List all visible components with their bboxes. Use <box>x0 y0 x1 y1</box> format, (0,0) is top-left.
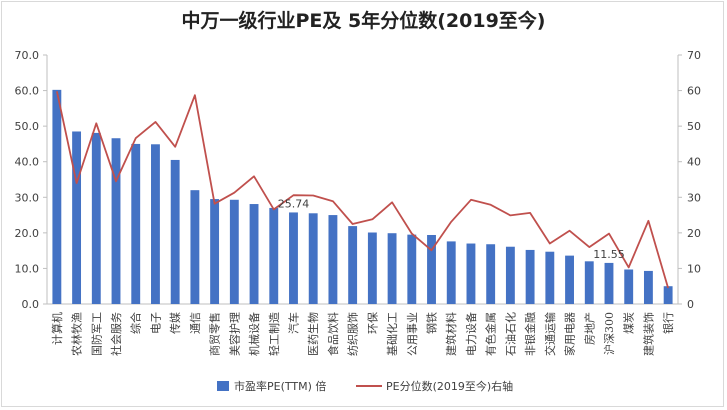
bar <box>407 234 417 304</box>
category-label: 银行 <box>661 312 675 334</box>
left-tick-label: 10.0 <box>15 262 40 275</box>
bar <box>52 89 62 304</box>
bar <box>151 144 160 304</box>
legend-bar-label: 市盈率PE(TTM) 倍 <box>234 379 326 393</box>
bar <box>91 132 101 304</box>
bar <box>190 190 200 304</box>
bar <box>604 262 614 304</box>
bar <box>486 244 496 304</box>
left-tick-label: 40.0 <box>15 156 40 169</box>
category-label: 非银金融 <box>523 312 537 356</box>
category-label: 建筑装饰 <box>641 312 655 356</box>
bar <box>289 212 298 304</box>
category-label: 电子 <box>149 312 162 334</box>
bar <box>348 226 358 304</box>
bar <box>565 255 574 304</box>
pe-percentile-line <box>56 91 669 289</box>
category-label: 家用电器 <box>563 312 577 356</box>
bar <box>328 215 338 304</box>
category-label: 社会服务 <box>109 312 123 356</box>
bar <box>446 241 456 304</box>
bar <box>269 207 279 304</box>
bar <box>663 286 673 304</box>
right-tick-label: 20 <box>687 227 701 240</box>
category-label: 电力设备 <box>464 312 478 356</box>
data-label: 11.55 <box>593 248 625 261</box>
chart-title: 中万一级行业PE及 5年分位数(2019至今) <box>181 10 546 32</box>
bar <box>545 251 555 304</box>
bar <box>427 234 436 304</box>
left-tick-label: 60.0 <box>15 85 40 98</box>
category-label: 美容护理 <box>227 312 241 356</box>
bar <box>170 159 180 304</box>
category-label: 计算机 <box>50 312 64 345</box>
bar <box>249 204 259 304</box>
bar <box>210 199 220 304</box>
right-tick-label: 70 <box>687 49 701 62</box>
left-tick-label: 20.0 <box>15 227 40 240</box>
category-label: 传媒 <box>169 312 182 334</box>
category-label: 煤炭 <box>623 312 636 334</box>
category-label: 房地产 <box>582 312 596 345</box>
bar <box>505 246 515 304</box>
category-label: 国防军工 <box>89 312 103 356</box>
bar <box>584 261 594 304</box>
bar <box>466 243 476 304</box>
bar <box>525 249 535 304</box>
right-tick-label: 0 <box>687 298 694 311</box>
category-label: 通信 <box>189 312 202 334</box>
bar <box>367 232 377 304</box>
category-label: 钢铁 <box>426 312 439 334</box>
category-label: 石油石化 <box>503 312 517 356</box>
category-label: 沪深300 <box>602 312 616 355</box>
category-label: 建筑材料 <box>444 312 458 356</box>
right-tick-label: 60 <box>687 85 701 98</box>
left-tick-label: 70.0 <box>15 49 40 62</box>
bar <box>111 138 121 304</box>
bar <box>308 213 318 304</box>
category-label: 纺织服饰 <box>346 312 360 356</box>
bar <box>72 131 82 304</box>
category-label: 农林牧渔 <box>70 312 84 356</box>
category-label: 轻工制造 <box>267 312 281 356</box>
bar <box>229 199 239 304</box>
left-tick-label: 0.0 <box>22 298 40 311</box>
legend-line-label: PE分位数(2019至今)右轴 <box>386 379 513 393</box>
category-label: 公用事业 <box>406 312 419 356</box>
category-label: 机械设备 <box>247 312 261 356</box>
left-tick-label: 50.0 <box>15 120 40 133</box>
category-label: 汽车 <box>286 312 300 334</box>
legend-bar-swatch <box>217 381 229 391</box>
right-tick-label: 10 <box>687 262 701 275</box>
data-label: 25.74 <box>278 197 310 210</box>
right-tick-label: 50 <box>687 120 701 133</box>
bar <box>643 270 653 304</box>
right-tick-label: 30 <box>687 191 701 204</box>
category-label: 交通运输 <box>543 312 557 356</box>
category-label: 综合 <box>129 312 143 334</box>
bar <box>387 233 397 304</box>
category-label: 基础化工 <box>385 312 399 356</box>
category-label: 环保 <box>365 312 379 334</box>
category-label: 商贸零售 <box>208 312 222 356</box>
bar <box>624 269 634 304</box>
left-tick-label: 30.0 <box>15 191 40 204</box>
right-tick-label: 40 <box>687 156 701 169</box>
category-label: 医药生物 <box>306 312 320 356</box>
bar <box>131 143 141 304</box>
category-label: 食品饮料 <box>326 312 340 356</box>
category-label: 有色金属 <box>484 312 498 356</box>
